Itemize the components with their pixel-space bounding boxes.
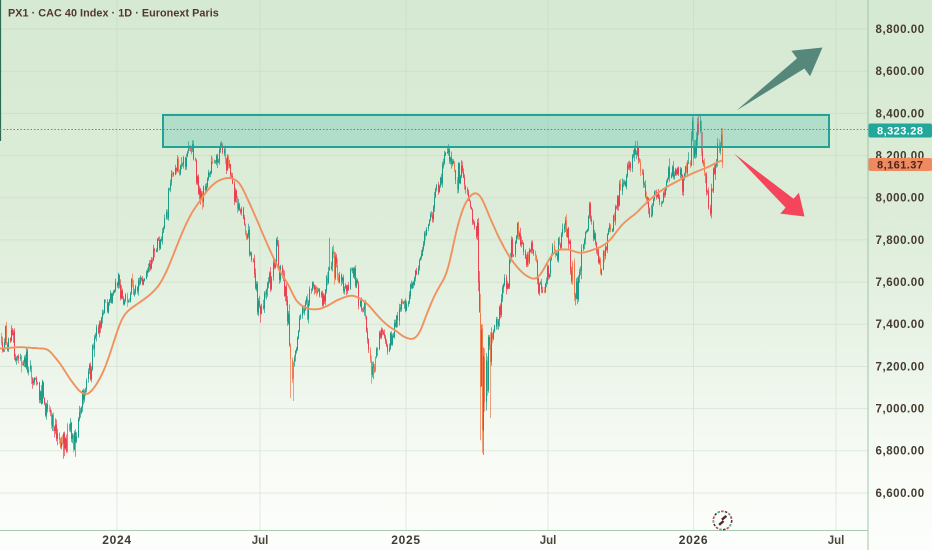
svg-text:8,400.00: 8,400.00 — [876, 108, 925, 120]
svg-text:Jul: Jul — [828, 535, 845, 547]
svg-text:2024: 2024 — [102, 533, 132, 547]
svg-text:PX1 · CAC 40 Index · 1D · Euro: PX1 · CAC 40 Index · 1D · Euronext Paris — [8, 8, 219, 20]
svg-text:8,000.00: 8,000.00 — [876, 193, 925, 205]
svg-text:8,161.37: 8,161.37 — [877, 160, 923, 172]
svg-text:7,200.00: 7,200.00 — [876, 361, 925, 373]
svg-text:7,800.00: 7,800.00 — [876, 235, 925, 247]
svg-text:8,323.28: 8,323.28 — [877, 126, 923, 138]
svg-text:8,800.00: 8,800.00 — [876, 24, 925, 36]
svg-text:Jul: Jul — [540, 535, 557, 547]
svg-text:2025: 2025 — [391, 533, 421, 547]
svg-text:7,400.00: 7,400.00 — [876, 319, 925, 331]
svg-text:6,800.00: 6,800.00 — [876, 446, 925, 458]
svg-text:Jul: Jul — [252, 535, 269, 547]
svg-text:6,600.00: 6,600.00 — [876, 488, 925, 500]
svg-text:8,600.00: 8,600.00 — [876, 66, 925, 78]
svg-text:7,000.00: 7,000.00 — [876, 404, 925, 416]
svg-text:7,600.00: 7,600.00 — [876, 277, 925, 289]
svg-text:2026: 2026 — [679, 533, 709, 547]
